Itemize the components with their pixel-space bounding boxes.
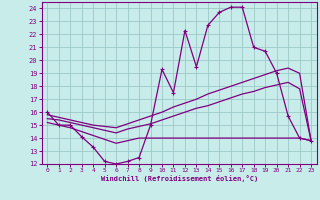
X-axis label: Windchill (Refroidissement éolien,°C): Windchill (Refroidissement éolien,°C) bbox=[100, 175, 258, 182]
